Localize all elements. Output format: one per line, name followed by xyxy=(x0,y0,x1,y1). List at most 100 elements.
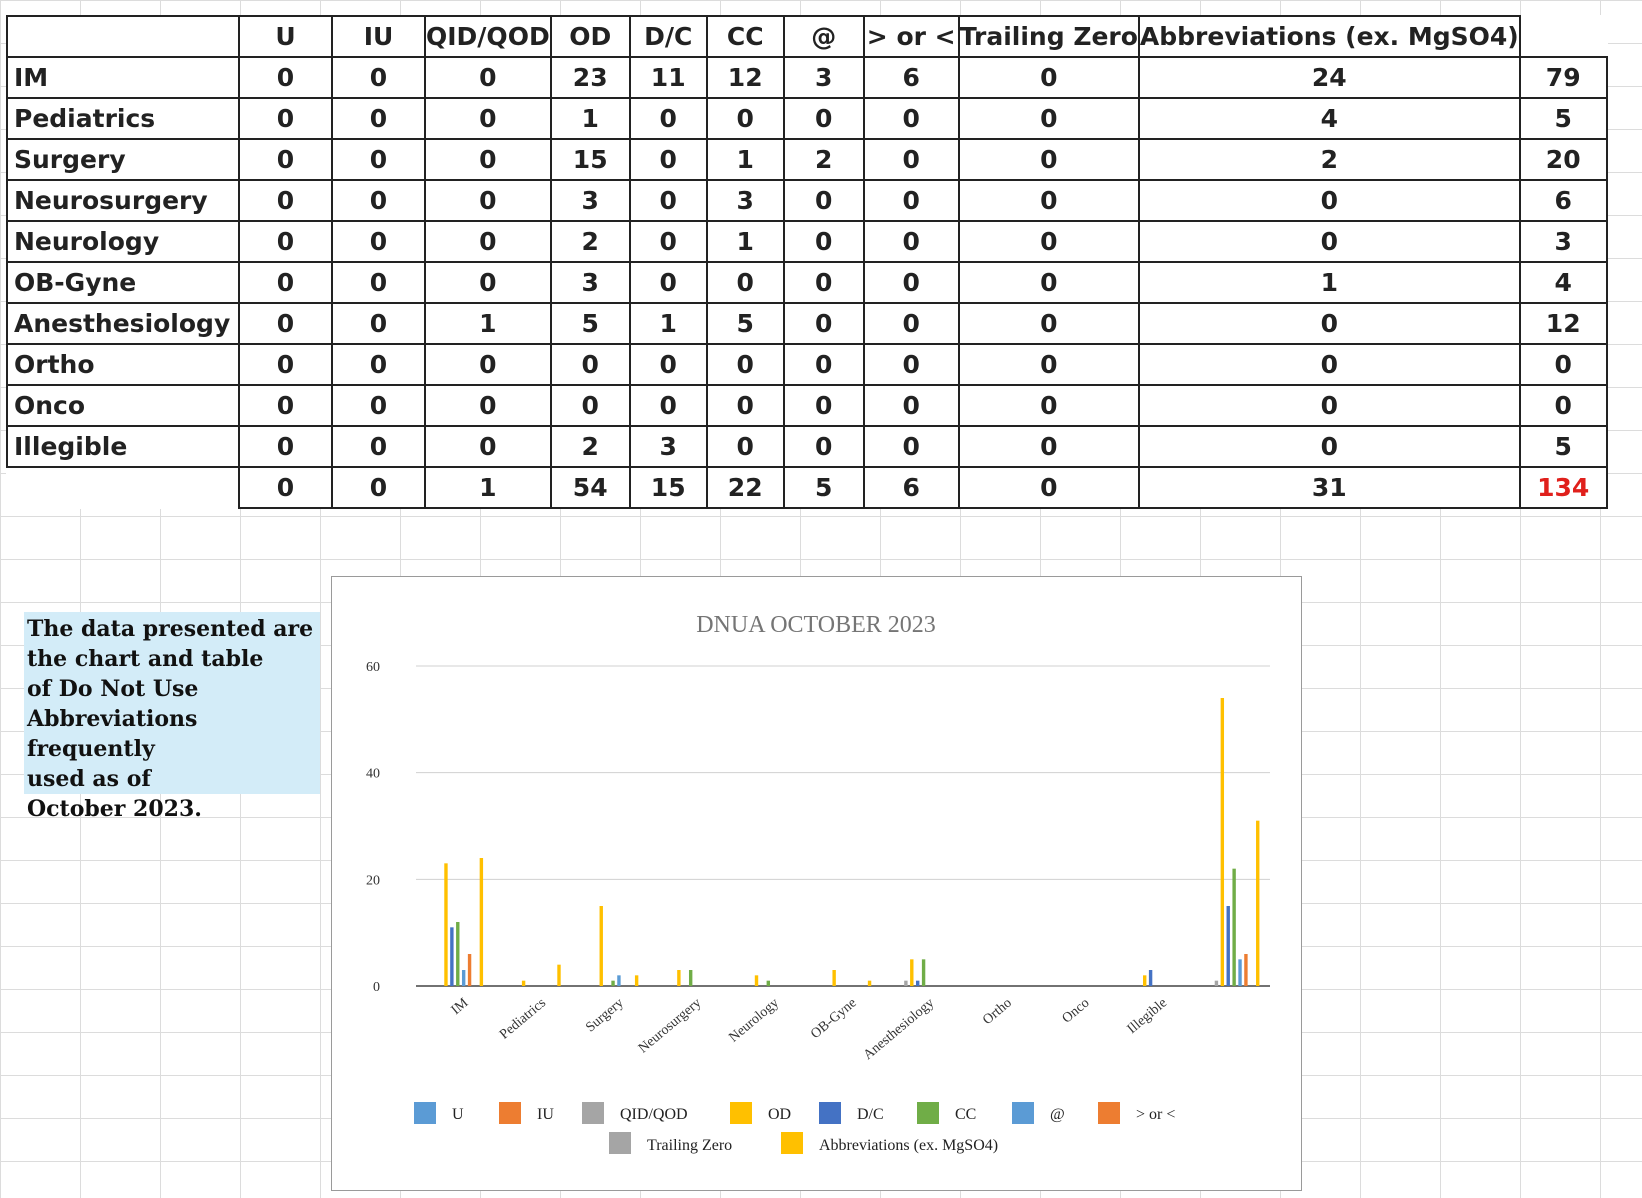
totals-row: 0 0 1 54 15 22 5 6 0 31 134 xyxy=(7,466,1608,509)
row-total-cell: 5 xyxy=(1518,97,1608,140)
column-total-cell: 0 xyxy=(331,466,426,509)
column-total-cell: 31 xyxy=(1137,466,1521,509)
table-cell: 0 xyxy=(957,261,1140,304)
legend-label: CC xyxy=(955,1106,976,1123)
legend-label: Abbreviations (ex. MgSO4) xyxy=(819,1137,998,1154)
table-cell: 0 xyxy=(628,179,708,222)
legend-swatch xyxy=(414,1102,436,1124)
table-row: Anesthesiology 0 0 1 5 1 5 0 0 0 0 12 xyxy=(6,302,1608,345)
table-cell: 0 xyxy=(705,425,785,468)
table-row: Ortho 0 0 0 0 0 0 0 0 0 0 0 xyxy=(6,343,1608,386)
chart-title: DNUA OCTOBER 2023 xyxy=(696,612,936,638)
column-header: QID/QOD xyxy=(424,15,552,58)
bar xyxy=(1244,954,1248,986)
table-cell: 0 xyxy=(238,179,333,222)
bar xyxy=(461,970,466,986)
bar xyxy=(1148,970,1153,986)
column-total-cell: 22 xyxy=(705,466,785,509)
bar xyxy=(521,980,526,986)
table-cell: 0 xyxy=(957,179,1140,222)
table-cell: 0 xyxy=(331,302,426,345)
legend-label: @ xyxy=(1050,1106,1065,1123)
column-total-cell: 15 xyxy=(628,466,708,509)
legend-swatch xyxy=(819,1102,841,1124)
table-cell: 0 xyxy=(957,343,1140,386)
table-cell: 5 xyxy=(549,302,631,345)
table-cell: 1 xyxy=(549,97,631,140)
bar-chart: DNUA OCTOBER 2023 0 20 40 60 IM Pediatrics Surg… xyxy=(366,612,1270,1154)
table-cell: 0 xyxy=(424,343,552,386)
table-cell: 0 xyxy=(862,302,960,345)
column-header: OD xyxy=(549,15,631,58)
column-total-cell: 54 xyxy=(549,466,631,509)
row-total-cell: 12 xyxy=(1518,302,1608,345)
table-cell: 0 xyxy=(238,302,333,345)
blank-cell xyxy=(7,466,240,508)
row-total-cell: 6 xyxy=(1518,179,1608,222)
row-label: Onco xyxy=(6,384,240,427)
legend-label: U xyxy=(452,1106,464,1123)
y-tick-label: 20 xyxy=(366,873,380,888)
table-cell: 15 xyxy=(549,138,631,181)
table-row: Illegible 0 0 0 2 3 0 0 0 0 0 5 xyxy=(6,425,1608,468)
row-label: Anesthesiology xyxy=(6,302,240,345)
table-cell: 0 xyxy=(705,261,785,304)
table-cell: 3 xyxy=(782,56,865,99)
column-header: CC xyxy=(705,15,785,58)
table-cell: 6 xyxy=(862,56,960,99)
y-tick-label: 40 xyxy=(366,767,380,782)
bar xyxy=(921,959,926,986)
row-total-cell: 4 xyxy=(1518,261,1608,304)
table-cell: 2 xyxy=(1137,138,1521,181)
table-cell: 0 xyxy=(238,220,333,263)
table-cell: 24 xyxy=(1137,56,1521,99)
table-cell: 0 xyxy=(238,425,333,468)
column-total-cell: 1 xyxy=(424,466,552,509)
table-cell: 0 xyxy=(424,179,552,222)
table-cell: 0 xyxy=(957,384,1140,427)
bar xyxy=(1214,980,1219,986)
bar xyxy=(677,970,681,986)
table-cell: 1 xyxy=(628,302,708,345)
row-label: OB-Gyne xyxy=(6,261,240,304)
chart-container: DNUA OCTOBER 2023 0 20 40 60 IM Pediatrics Surg… xyxy=(331,576,1302,1191)
legend-swatch xyxy=(781,1132,803,1154)
table-header-row: U IU QID/QOD OD D/C CC @ > or < Trailing Zero Abb… xyxy=(6,15,1607,58)
bar xyxy=(1232,868,1236,986)
table-cell: 0 xyxy=(424,425,552,468)
table-cell: 3 xyxy=(549,179,631,222)
table-cell: 23 xyxy=(549,56,631,99)
column-total-cell: 0 xyxy=(957,466,1140,509)
table-cell: 0 xyxy=(628,261,708,304)
table-cell: 0 xyxy=(238,138,333,181)
bar xyxy=(634,975,639,986)
row-total-cell: 5 xyxy=(1518,425,1608,468)
y-tick-label: 0 xyxy=(373,980,380,995)
table-cell: 1 xyxy=(424,302,552,345)
table-cell: 0 xyxy=(1137,384,1521,427)
x-category-label: Pediatrics xyxy=(497,996,549,1043)
table-cell: 1 xyxy=(705,138,785,181)
table-cell: 5 xyxy=(705,302,785,345)
bar xyxy=(611,980,615,986)
table-row: Pediatrics 0 0 0 1 0 0 0 0 0 4 5 xyxy=(6,97,1608,140)
table-cell: 0 xyxy=(331,56,426,99)
bar xyxy=(688,970,693,986)
column-header: Trailing Zero xyxy=(957,15,1140,58)
table-cell: 0 xyxy=(238,97,333,140)
table-cell: 0 xyxy=(782,302,865,345)
table-cell: 11 xyxy=(628,56,708,99)
x-category-label: Illegible xyxy=(1125,996,1170,1037)
table-cell: 0 xyxy=(957,138,1140,181)
table-cell: 2 xyxy=(549,425,631,468)
x-category-label: Neurosurgery xyxy=(636,996,704,1057)
table-cell: 0 xyxy=(705,384,785,427)
row-label: IM xyxy=(6,56,240,99)
table-cell: 0 xyxy=(1137,179,1521,222)
row-label: Pediatrics xyxy=(6,97,240,140)
table-cell: 0 xyxy=(705,97,785,140)
column-header: Abbreviations (ex. MgSO4) xyxy=(1137,15,1521,58)
table-cell: 0 xyxy=(238,343,333,386)
table-cell: 0 xyxy=(424,56,552,99)
table-cell: 0 xyxy=(957,425,1140,468)
